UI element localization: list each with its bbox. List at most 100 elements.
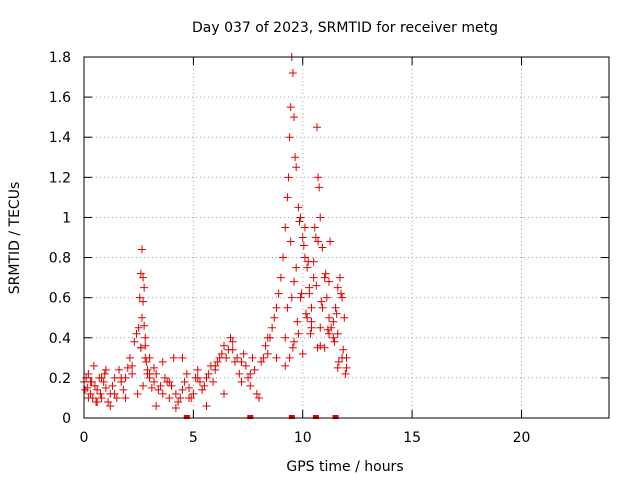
data-point <box>237 377 246 386</box>
data-point <box>119 385 128 394</box>
bottom-mark <box>288 415 295 419</box>
data-point <box>132 329 141 338</box>
data-point <box>290 113 298 122</box>
data-point <box>250 365 259 374</box>
data-point <box>139 273 148 282</box>
data-point <box>320 273 329 282</box>
data-point <box>291 153 300 162</box>
data-point <box>171 389 180 398</box>
data-point <box>202 401 211 410</box>
data-point <box>165 393 174 402</box>
data-point <box>318 243 327 252</box>
data-point <box>106 401 115 410</box>
data-point <box>290 337 298 346</box>
data-point <box>99 377 108 386</box>
data-point <box>209 377 218 386</box>
data-point <box>283 193 292 202</box>
data-point <box>133 389 142 398</box>
chart-title: Day 037 of 2023, SRMTID for receiver met… <box>192 20 498 36</box>
data-point <box>145 353 154 362</box>
data-point <box>178 385 187 394</box>
data-point <box>317 297 326 306</box>
data-points <box>80 53 351 412</box>
data-point <box>302 309 311 318</box>
data-point <box>115 365 123 374</box>
data-point <box>299 241 308 250</box>
data-point <box>339 345 348 354</box>
data-point <box>97 393 106 402</box>
data-point <box>117 373 126 382</box>
data-point <box>279 253 288 262</box>
data-point <box>311 233 320 242</box>
data-point <box>300 223 309 232</box>
data-point <box>342 363 351 372</box>
data-point <box>327 323 336 332</box>
data-point <box>244 373 253 382</box>
data-point <box>321 269 330 278</box>
data-point <box>130 337 139 346</box>
data-point <box>213 357 222 366</box>
x-tick-label: 10 <box>294 430 312 446</box>
data-point <box>314 173 323 182</box>
data-point <box>315 183 324 192</box>
data-point <box>309 273 318 282</box>
data-point <box>294 329 303 338</box>
data-point <box>150 363 158 372</box>
data-point <box>93 385 102 394</box>
y-tick-label: 1.8 <box>49 50 71 66</box>
data-point <box>110 389 119 398</box>
data-point <box>89 361 98 370</box>
data-point <box>288 69 297 78</box>
data-point <box>104 397 113 406</box>
data-point <box>134 323 143 332</box>
bottom-mark <box>247 415 254 419</box>
x-tick-label: 15 <box>403 430 421 446</box>
plot-frame <box>83 56 610 419</box>
data-point <box>274 289 283 298</box>
data-point <box>128 369 137 378</box>
data-point <box>140 321 149 330</box>
data-point <box>178 353 187 362</box>
data-point <box>135 293 144 302</box>
data-point <box>147 383 156 392</box>
data-point <box>141 341 150 350</box>
data-point <box>156 381 165 390</box>
data-point <box>263 333 272 342</box>
data-point <box>297 289 306 298</box>
data-point <box>123 363 132 372</box>
data-point <box>237 357 246 366</box>
data-point <box>322 293 331 302</box>
data-point <box>112 393 121 402</box>
data-point <box>86 377 95 386</box>
data-point <box>239 349 248 358</box>
grid-lines <box>84 57 609 418</box>
data-point <box>84 369 93 378</box>
data-point <box>261 341 270 350</box>
data-point <box>310 223 319 232</box>
data-point <box>309 257 318 266</box>
data-point <box>334 357 343 366</box>
data-point <box>325 329 333 338</box>
data-point <box>323 325 332 334</box>
data-point <box>340 313 349 322</box>
data-point <box>325 313 333 322</box>
data-point <box>286 103 295 112</box>
data-point <box>255 393 263 402</box>
data-point <box>306 329 315 338</box>
data-point <box>193 365 202 374</box>
data-point <box>193 373 202 382</box>
data-point <box>142 357 151 366</box>
data-point <box>182 369 191 378</box>
data-point <box>141 333 150 342</box>
y-tick-label: 1.4 <box>49 130 71 146</box>
data-point <box>307 317 316 326</box>
data-point <box>143 369 152 378</box>
data-point <box>293 317 302 326</box>
data-point <box>300 253 309 262</box>
data-point <box>292 263 301 272</box>
data-point <box>128 361 137 370</box>
data-point <box>283 303 292 312</box>
data-point <box>81 385 90 394</box>
